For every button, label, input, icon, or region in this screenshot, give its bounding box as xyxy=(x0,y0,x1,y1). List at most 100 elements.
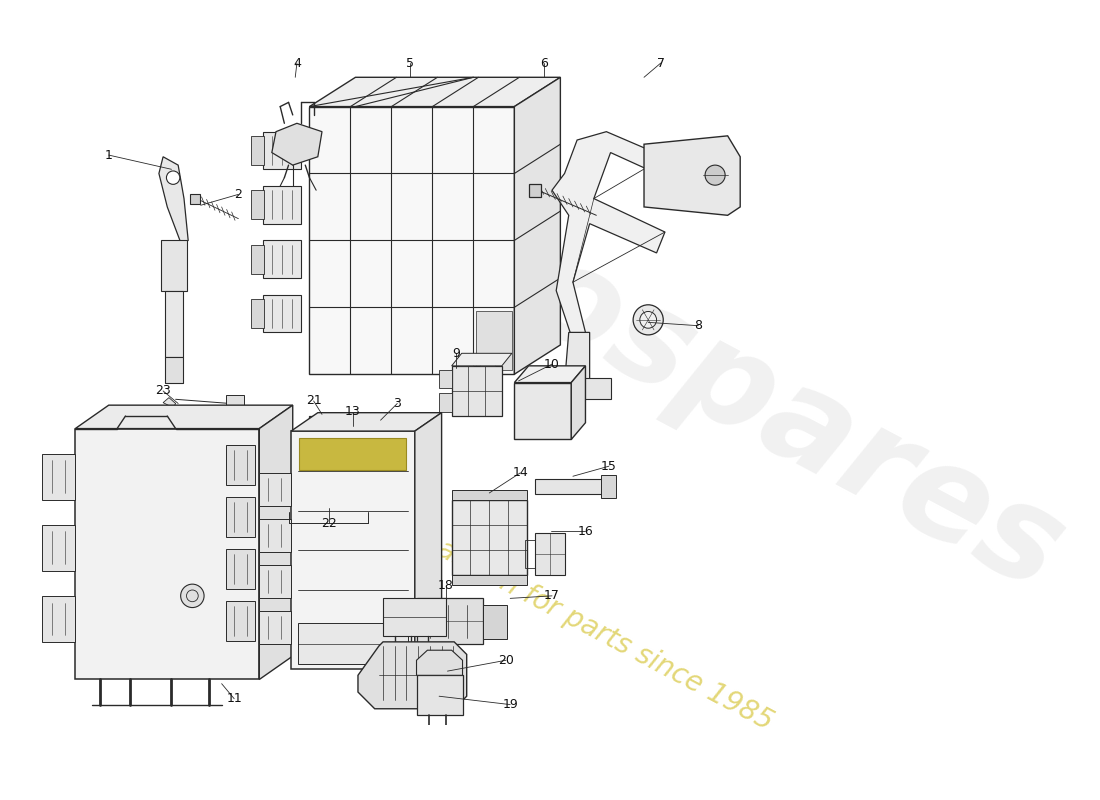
Bar xyxy=(309,416,351,466)
Bar xyxy=(439,394,452,412)
Circle shape xyxy=(705,165,725,185)
Bar xyxy=(459,356,473,366)
Text: 8: 8 xyxy=(694,319,703,332)
Bar xyxy=(376,420,418,458)
Bar xyxy=(251,245,264,274)
Bar xyxy=(264,132,301,170)
Polygon shape xyxy=(552,132,664,341)
Bar xyxy=(525,540,536,568)
Bar xyxy=(165,358,184,382)
Polygon shape xyxy=(358,642,466,709)
Text: 20: 20 xyxy=(498,654,514,666)
Bar xyxy=(351,424,361,458)
Text: 16: 16 xyxy=(578,525,593,538)
Bar xyxy=(439,370,452,389)
Bar xyxy=(42,454,75,500)
Bar xyxy=(162,240,187,290)
Bar xyxy=(417,675,462,715)
Bar xyxy=(476,311,512,370)
Bar xyxy=(417,598,483,644)
Text: 4: 4 xyxy=(293,57,301,70)
Bar xyxy=(42,525,75,570)
Bar xyxy=(260,611,292,644)
Text: 7: 7 xyxy=(657,57,664,70)
Bar xyxy=(226,549,255,589)
Text: 11: 11 xyxy=(227,692,242,706)
Bar xyxy=(165,290,184,358)
Polygon shape xyxy=(515,78,560,374)
Bar xyxy=(480,356,495,366)
Bar xyxy=(251,299,264,328)
Polygon shape xyxy=(417,650,462,675)
Polygon shape xyxy=(564,332,598,395)
Bar xyxy=(226,446,255,486)
Bar xyxy=(515,382,571,439)
Text: 1: 1 xyxy=(104,149,112,162)
Polygon shape xyxy=(644,136,740,215)
Text: 13: 13 xyxy=(345,406,361,418)
Polygon shape xyxy=(163,398,176,408)
Polygon shape xyxy=(552,378,611,399)
Polygon shape xyxy=(272,123,322,165)
Polygon shape xyxy=(292,413,441,431)
Bar xyxy=(452,500,527,575)
Bar xyxy=(452,575,527,585)
Text: 18: 18 xyxy=(438,579,453,592)
Bar xyxy=(260,519,292,552)
Text: 14: 14 xyxy=(513,466,528,479)
Text: a passion for parts since 1985: a passion for parts since 1985 xyxy=(394,514,778,736)
Bar xyxy=(529,183,541,197)
Text: 23: 23 xyxy=(155,385,170,398)
Bar xyxy=(226,601,255,641)
Bar xyxy=(452,490,527,500)
Circle shape xyxy=(634,305,663,335)
Text: 21: 21 xyxy=(306,394,321,407)
Text: 3: 3 xyxy=(394,397,402,410)
Text: 9: 9 xyxy=(452,347,460,360)
Bar xyxy=(264,186,301,224)
Bar xyxy=(260,565,292,598)
Bar xyxy=(75,429,260,679)
Bar xyxy=(288,458,368,504)
Bar xyxy=(418,427,439,452)
Polygon shape xyxy=(75,405,293,429)
Bar xyxy=(264,294,301,332)
Polygon shape xyxy=(452,354,512,366)
Text: 6: 6 xyxy=(540,57,548,70)
Bar xyxy=(298,623,408,663)
Bar xyxy=(601,474,616,498)
Bar xyxy=(299,438,407,470)
Bar xyxy=(260,473,292,506)
Bar xyxy=(190,194,200,203)
Polygon shape xyxy=(158,157,188,245)
Bar xyxy=(452,366,502,416)
Circle shape xyxy=(166,171,179,184)
Polygon shape xyxy=(309,78,560,106)
Polygon shape xyxy=(415,413,441,670)
Text: 15: 15 xyxy=(601,460,617,473)
Bar xyxy=(264,240,301,278)
Circle shape xyxy=(640,311,657,328)
Polygon shape xyxy=(515,366,585,382)
Circle shape xyxy=(180,584,205,607)
Polygon shape xyxy=(260,405,293,679)
Bar xyxy=(292,431,415,670)
Polygon shape xyxy=(571,366,585,439)
Text: 17: 17 xyxy=(544,590,560,602)
Text: 10: 10 xyxy=(544,358,560,370)
Text: 22: 22 xyxy=(321,517,337,530)
Text: 5: 5 xyxy=(406,57,414,70)
Bar xyxy=(383,598,446,636)
Bar xyxy=(483,605,507,638)
Bar xyxy=(251,190,264,219)
Bar xyxy=(381,458,414,482)
Text: 2: 2 xyxy=(234,188,242,201)
Text: eurospares: eurospares xyxy=(287,114,1085,618)
Bar xyxy=(226,497,255,538)
Text: 19: 19 xyxy=(503,698,518,711)
Bar xyxy=(251,136,264,165)
Bar xyxy=(536,478,602,494)
Bar xyxy=(226,395,244,410)
Bar xyxy=(536,533,564,575)
Bar xyxy=(42,596,75,642)
